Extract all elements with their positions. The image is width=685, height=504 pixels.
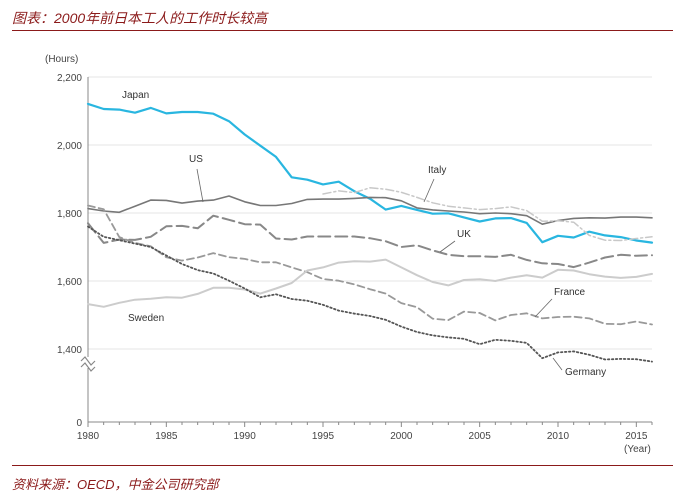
y-tick-label: 1,400 — [57, 345, 82, 356]
leader-line-italy — [423, 178, 435, 203]
series-line-italy — [322, 187, 653, 242]
line-chart: 0 1,400 1,600 1,800 2,000 2,200 1980 1985 1990 19… — [45, 54, 654, 455]
bottom-divider — [12, 465, 673, 466]
x-tick-label: 2010 — [547, 431, 570, 442]
series-label-sweden: Sweden — [128, 313, 164, 324]
series-label-uk: UK — [457, 229, 471, 240]
grid-layer — [88, 76, 652, 350]
series-label-france: France — [554, 287, 586, 298]
series-label-japan: Japan — [122, 90, 149, 101]
x-tick-label: 2000 — [390, 431, 413, 442]
leader-line-us — [196, 168, 204, 203]
x-tick-label: 1985 — [155, 431, 178, 442]
x-tick-label: 1990 — [234, 431, 257, 442]
leader-line-germany — [552, 357, 563, 371]
series-line-sweden — [87, 258, 653, 308]
axis-layer: 0 1,400 1,600 1,800 2,000 2,200 1980 1985 1990 19… — [45, 54, 653, 455]
axis-break-mark — [80, 356, 96, 366]
series-line-us — [87, 195, 653, 225]
leader-line-uk — [439, 240, 456, 253]
y-tick-label: 2,000 — [57, 141, 82, 152]
series-label-germany: Germany — [565, 367, 606, 378]
x-tick-label: 1980 — [77, 431, 100, 442]
y-axis-label: (Hours) — [45, 54, 78, 65]
axis-break-mark — [80, 362, 96, 372]
source-note: 资料来源：OECD，中金公司研究部 — [12, 477, 219, 492]
y-tick-label: 1,600 — [57, 277, 82, 288]
x-tick-label: 2015 — [625, 431, 648, 442]
page-title: 图表：2000年前日本工人的工作时长较高 — [12, 10, 268, 26]
x-axis-label: (Year) — [624, 444, 651, 455]
y-tick-label: 0 — [76, 418, 82, 429]
series-layer — [86, 102, 654, 363]
series-label-us: US — [189, 154, 203, 165]
series-line-uk — [87, 214, 653, 269]
y-tick-label: 2,200 — [57, 73, 82, 84]
series-label-layer: Japan US Italy UK France Sweden Germany — [122, 90, 606, 378]
y-tick-label: 1,800 — [57, 209, 82, 220]
series-line-japan — [86, 102, 654, 244]
top-divider — [12, 30, 673, 31]
series-line-germany — [87, 225, 653, 363]
leader-line-france — [534, 298, 553, 318]
x-tick-label: 1995 — [312, 431, 335, 442]
series-line-france — [87, 204, 653, 326]
series-label-italy: Italy — [428, 165, 446, 176]
x-tick-label: 2005 — [469, 431, 492, 442]
